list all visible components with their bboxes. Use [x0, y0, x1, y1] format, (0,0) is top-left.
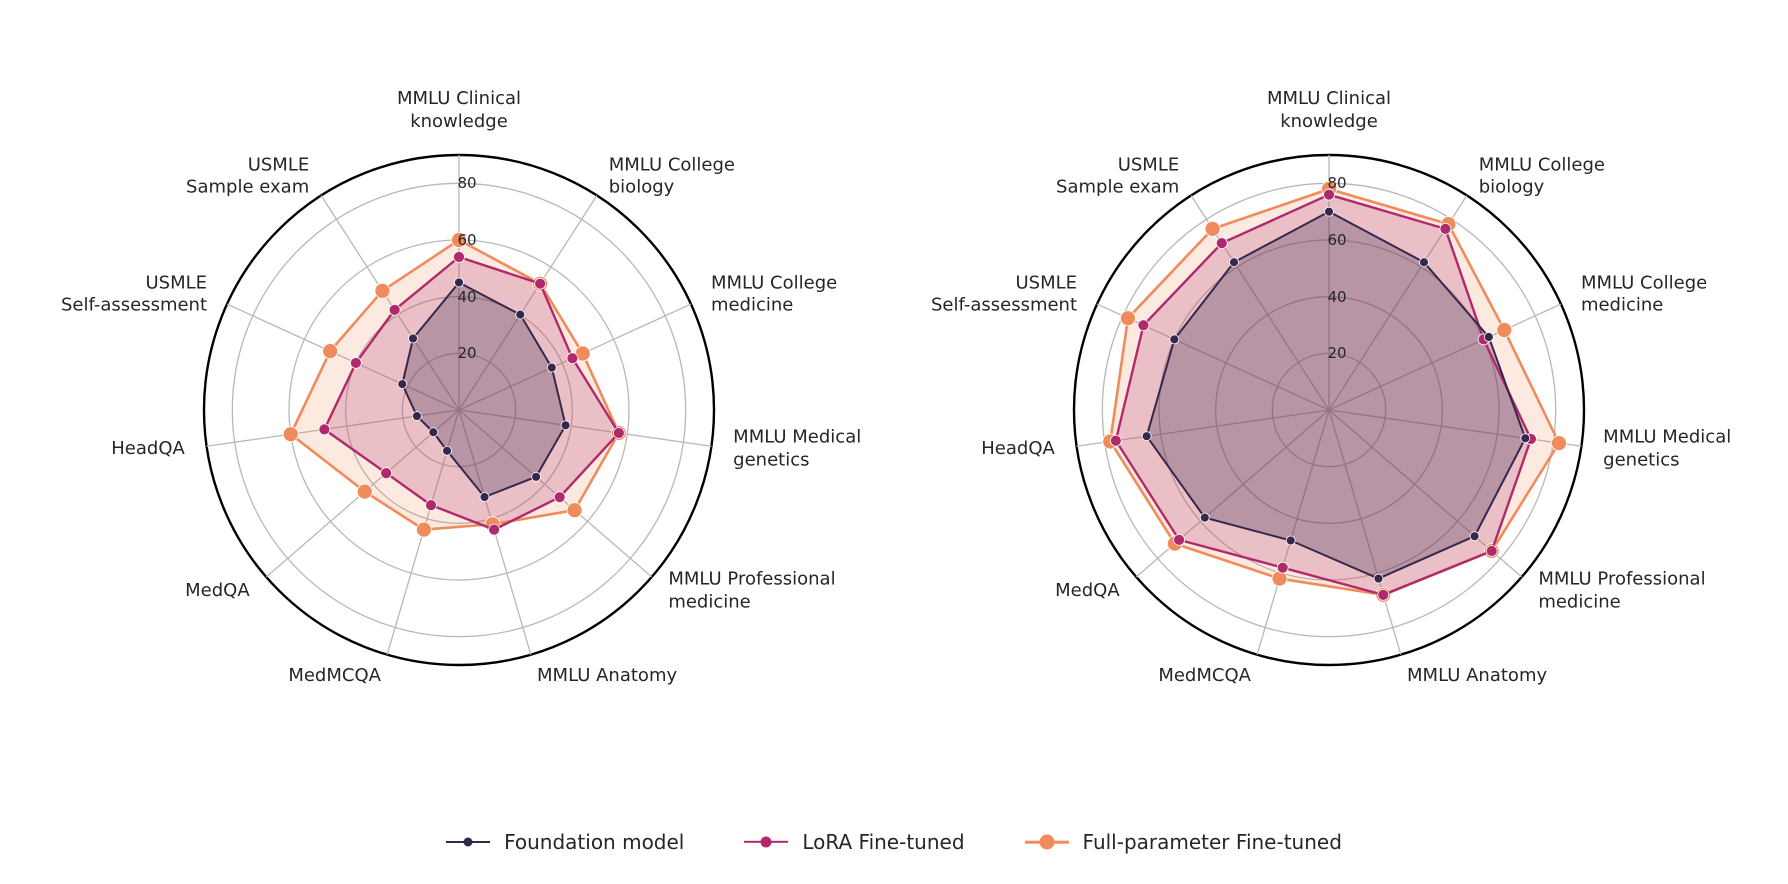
series-marker: [283, 427, 298, 442]
series-marker: [1277, 562, 1288, 573]
series-marker: [389, 304, 400, 315]
panels-row: 20406080MMLU Clinical knowledgeMMLU Coll…: [0, 0, 1788, 780]
series-marker: [1374, 574, 1383, 583]
legend-swatch: [744, 833, 788, 851]
series-marker: [1138, 320, 1149, 331]
series-marker: [1230, 258, 1239, 267]
series-marker: [561, 421, 570, 430]
legend-label: Full-parameter Fine-tuned: [1083, 830, 1342, 854]
series-marker: [426, 500, 437, 511]
series-marker: [1200, 513, 1209, 522]
legend-label: Foundation model: [504, 830, 684, 854]
series-marker: [1286, 536, 1295, 545]
series-marker: [381, 468, 392, 479]
series-marker: [567, 353, 578, 364]
radar-panel-left: 20406080MMLU Clinical knowledgeMMLU Coll…: [89, 40, 829, 780]
series-marker: [1484, 333, 1493, 342]
series-marker: [1170, 335, 1179, 344]
figure: 20406080MMLU Clinical knowledgeMMLU Coll…: [0, 0, 1788, 884]
series-marker: [1216, 238, 1227, 249]
series-marker: [1470, 532, 1479, 541]
legend: Foundation model LoRA Fine-tuned Full-para…: [0, 830, 1788, 854]
series-marker: [409, 334, 418, 343]
series-marker: [1110, 435, 1121, 446]
series-marker: [1324, 189, 1335, 200]
series-marker: [1142, 432, 1151, 441]
series-marker: [412, 412, 421, 421]
series-marker: [375, 283, 390, 298]
radar-svg: [89, 40, 829, 780]
series-marker: [398, 380, 407, 389]
series-marker: [416, 522, 431, 537]
series-marker: [535, 278, 546, 289]
series-marker: [323, 344, 338, 359]
series-marker: [1205, 221, 1220, 236]
series-marker: [454, 252, 465, 263]
series-marker: [1419, 258, 1428, 267]
radar-panel-right: 20406080MMLU Clinical knowledgeMMLU Coll…: [959, 40, 1699, 780]
series-marker: [489, 524, 500, 535]
series-marker: [532, 472, 541, 481]
series-marker: [516, 310, 525, 319]
legend-swatch: [446, 833, 490, 851]
legend-item: Full-parameter Fine-tuned: [1025, 830, 1342, 854]
series-marker: [1551, 436, 1566, 451]
series-marker: [350, 357, 361, 368]
series-marker: [357, 484, 372, 499]
series-marker: [1325, 207, 1334, 216]
series-marker: [1497, 322, 1512, 337]
series-marker: [443, 446, 452, 455]
series-marker: [1272, 571, 1287, 586]
series-marker: [1174, 534, 1185, 545]
series-marker: [554, 492, 565, 503]
series-marker: [1378, 589, 1389, 600]
series-marker: [480, 492, 489, 501]
series-marker: [455, 278, 464, 287]
radar-svg: [959, 40, 1699, 780]
legend-item: LoRA Fine-tuned: [744, 830, 964, 854]
series-marker: [1120, 311, 1135, 326]
series-marker: [1440, 223, 1451, 234]
legend-item: Foundation model: [446, 830, 684, 854]
series-marker: [547, 363, 556, 372]
series-marker: [319, 424, 330, 435]
series-marker: [452, 233, 467, 248]
series-marker: [567, 503, 582, 518]
series-marker: [1521, 434, 1530, 443]
series-marker: [429, 428, 438, 437]
legend-label: LoRA Fine-tuned: [802, 830, 964, 854]
legend-swatch: [1025, 833, 1069, 851]
series-marker: [613, 427, 624, 438]
series-marker: [1486, 546, 1497, 557]
